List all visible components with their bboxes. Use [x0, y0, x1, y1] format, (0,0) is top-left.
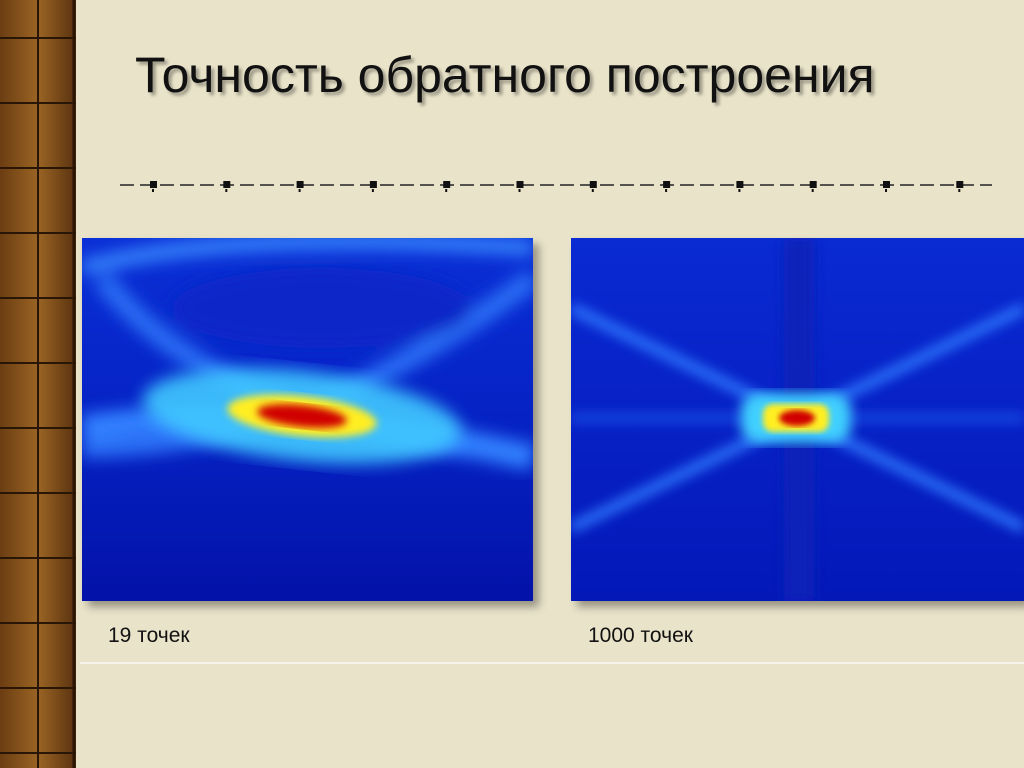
- wood-grid: [0, 0, 76, 768]
- divider-marker: [518, 189, 521, 192]
- divider-marker: [883, 181, 890, 188]
- hotspot: [142, 368, 462, 464]
- divider-marker: [296, 181, 304, 188]
- wood-border: [0, 0, 76, 768]
- divider-marker: [591, 189, 594, 192]
- divider-marker: [736, 181, 744, 188]
- divider-marker: [152, 189, 154, 192]
- bands: [82, 238, 533, 471]
- divider-marker: [958, 189, 961, 192]
- divider-marker: [443, 181, 451, 188]
- divider-marker: [516, 181, 524, 188]
- slide-title: Точность обратного построения: [135, 47, 875, 103]
- divider-marker: [885, 189, 887, 192]
- hotspot: [741, 393, 851, 443]
- divider-marker: [369, 181, 377, 188]
- divider-marker: [223, 181, 231, 188]
- caption: 1000 точек: [588, 624, 693, 647]
- divider-marker: [663, 181, 671, 188]
- divider-marker: [371, 189, 374, 192]
- caption: 19 точек: [108, 624, 190, 647]
- divider-marker: [589, 181, 597, 188]
- heatmap-1000: [571, 238, 1024, 601]
- divider-marker: [445, 189, 448, 192]
- divider-marker: [665, 189, 668, 192]
- divider-marker: [811, 189, 814, 192]
- divider-marker: [150, 181, 157, 188]
- divider-marker: [738, 189, 741, 192]
- divider-markers: [150, 181, 964, 192]
- heatmap-19: [82, 238, 533, 601]
- divider-marker: [809, 181, 817, 188]
- divider-marker: [956, 181, 964, 188]
- divider-marker: [225, 189, 228, 192]
- divider-marker: [298, 189, 301, 192]
